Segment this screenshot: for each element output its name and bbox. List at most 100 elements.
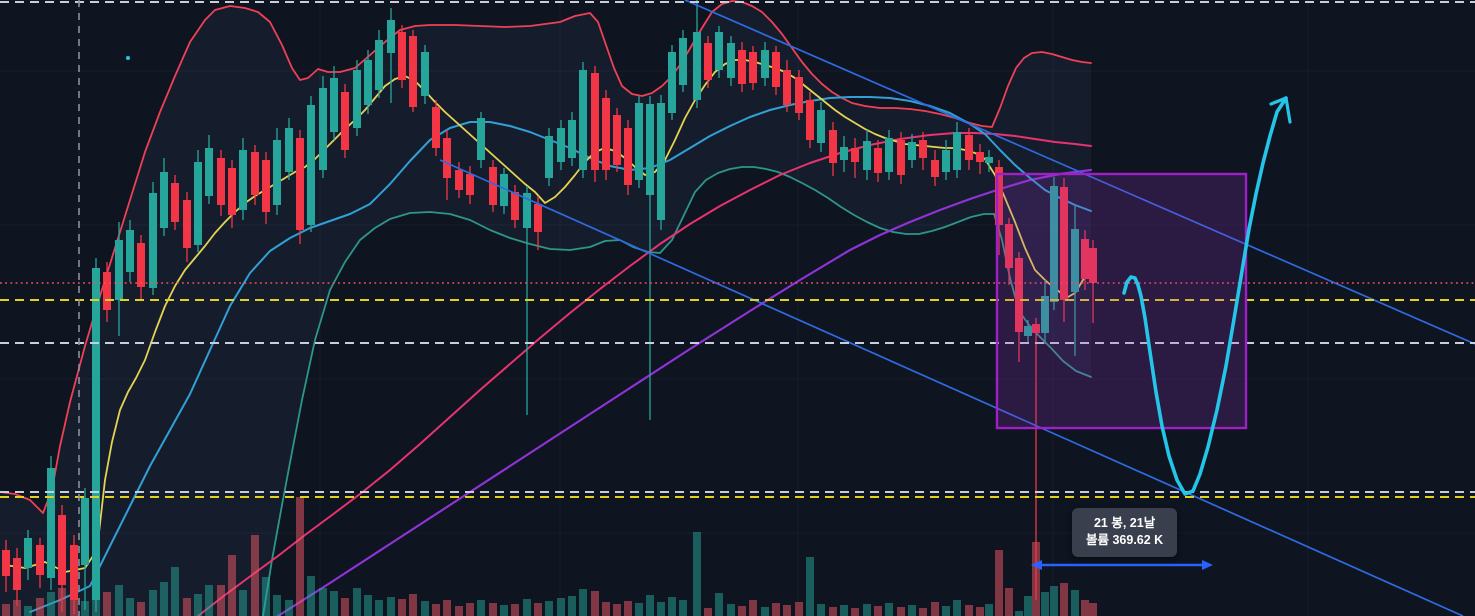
volume-bar [897, 607, 905, 616]
candle [1089, 248, 1097, 283]
candle [160, 172, 168, 228]
candle [58, 515, 66, 585]
candle [1060, 187, 1068, 300]
volume-bar [646, 595, 654, 616]
candle [534, 204, 542, 232]
volume-bar [1089, 603, 1097, 616]
stray-dot[interactable] [126, 56, 130, 60]
candle [103, 272, 111, 310]
candle [579, 70, 587, 170]
candle [931, 160, 939, 177]
candle [477, 118, 485, 160]
candle [36, 545, 44, 575]
candle [273, 140, 281, 205]
volume-bar [1081, 600, 1089, 616]
candle [262, 160, 270, 212]
candle [942, 150, 950, 172]
volume-bar [103, 592, 111, 616]
candle [375, 40, 383, 90]
volume-bar [1015, 611, 1023, 616]
candle [500, 174, 508, 206]
candle [995, 167, 1003, 225]
candle [137, 243, 145, 287]
candle [228, 168, 236, 215]
volume-bar [727, 604, 735, 616]
volume-bar [1041, 592, 1049, 616]
prediction-arrowhead [1284, 96, 1292, 124]
volume-bar [1024, 596, 1032, 616]
candle [489, 167, 497, 205]
candle [602, 98, 610, 170]
volume-bar [262, 577, 270, 616]
volume-bar [126, 598, 134, 616]
volume-bar [375, 600, 383, 616]
candle [646, 104, 654, 195]
candle [806, 100, 814, 140]
volume-bar [171, 567, 179, 616]
candle [591, 73, 599, 170]
volume-bar [47, 592, 55, 616]
candle [657, 103, 665, 220]
candle [1071, 229, 1079, 292]
candle [251, 152, 259, 195]
candle [545, 136, 553, 178]
upper-descending-trendline[interactable] [684, 0, 1475, 345]
candle [897, 140, 905, 175]
volume-bar [965, 605, 973, 616]
volume-bar [443, 600, 451, 616]
prediction-arrowhead [1269, 96, 1288, 106]
candle [1050, 186, 1058, 302]
candle [908, 142, 916, 160]
volume-bar [1071, 590, 1079, 616]
volume-bar [239, 590, 247, 616]
volume-bar [693, 532, 701, 616]
candle [115, 240, 123, 300]
lower-descending-trendline[interactable] [439, 159, 1464, 616]
candle [727, 43, 735, 78]
volume-bar [160, 582, 168, 616]
volume-bar [953, 600, 961, 616]
volume-bar [228, 555, 236, 616]
rectangle-drawing[interactable] [995, 172, 1248, 430]
measure-tooltip: 21 봉, 21날 볼륨 369.62 K [1072, 508, 1178, 557]
candle [296, 138, 304, 230]
candle [285, 128, 293, 172]
volume-bar [387, 597, 395, 616]
volume-bar [183, 598, 191, 616]
volume-bar [591, 591, 599, 616]
volume-bar [477, 600, 485, 616]
volume-bar [613, 604, 621, 616]
prediction-arrow-drawing[interactable] [1122, 96, 1288, 496]
volume-bar [296, 497, 304, 616]
volume-bar [761, 607, 769, 616]
volume-bar [602, 602, 610, 616]
volume-bar [863, 604, 871, 616]
volume-bar [668, 597, 676, 616]
volume-bar [364, 595, 372, 616]
volume-bar [1050, 586, 1058, 616]
volume-bar [251, 535, 259, 616]
tooltip-volume: 볼륨 369.62 K [1086, 533, 1164, 547]
candle [319, 88, 327, 170]
volume-bar [115, 585, 123, 616]
volume-bar [851, 608, 859, 616]
candle [715, 32, 723, 70]
volume-bar [942, 606, 950, 616]
volume-bar [500, 605, 508, 616]
candle [635, 103, 643, 180]
candle [613, 115, 621, 165]
volume-bar [455, 606, 463, 616]
candle [919, 140, 927, 158]
candle [693, 32, 701, 100]
candle [1081, 239, 1089, 279]
candle [1005, 224, 1013, 268]
candle [330, 78, 338, 132]
volume-bar [36, 598, 44, 616]
candle [885, 138, 893, 172]
volume-bar [205, 585, 213, 616]
candle [511, 192, 519, 220]
volume-bar [523, 599, 531, 616]
